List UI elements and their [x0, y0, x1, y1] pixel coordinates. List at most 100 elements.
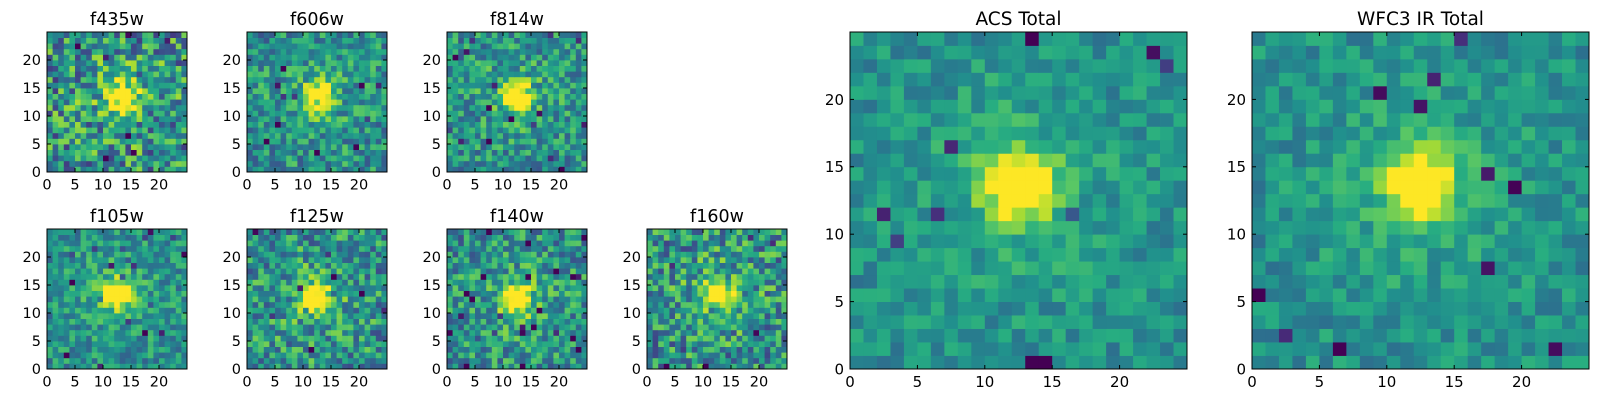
- pixel-cell: [1079, 166, 1094, 181]
- pixel-cell: [475, 301, 481, 308]
- pixel-cell: [119, 71, 126, 78]
- pixel-cell: [725, 229, 732, 235]
- pixel-cell: [119, 234, 126, 241]
- pixel-cell: [725, 313, 732, 319]
- pixel-cell: [153, 296, 160, 303]
- pixel-cell: [258, 132, 265, 139]
- pixel-cell: [381, 296, 388, 303]
- pixel-cell: [342, 37, 349, 44]
- pixel-cell: [353, 93, 360, 100]
- pixel-cell: [714, 329, 721, 336]
- pixel-cell: [308, 251, 315, 258]
- pixel-cell: [325, 352, 332, 359]
- pixel-cell: [159, 234, 165, 241]
- pixel-cell: [364, 104, 371, 111]
- pixel-cell: [525, 357, 532, 364]
- pixel-cell: [469, 127, 476, 134]
- pixel-cell: [708, 324, 715, 331]
- pixel-cell: [759, 296, 765, 303]
- pixel-cell: [944, 166, 959, 181]
- pixel-cell: [536, 88, 543, 94]
- pixel-cell: [1146, 261, 1161, 276]
- pixel-cell: [263, 335, 270, 342]
- pixel-cell: [903, 342, 918, 356]
- pixel-cell: [652, 318, 659, 325]
- pixel-cell: [175, 273, 182, 280]
- pixel-cell: [103, 318, 109, 325]
- pixel-cell: [47, 149, 53, 156]
- pixel-cell: [770, 251, 777, 258]
- pixel-cell: [658, 279, 665, 286]
- y-tick-label: 20: [223, 250, 241, 266]
- pixel-cell: [559, 290, 565, 297]
- pixel-cell: [269, 155, 276, 162]
- pixel-cell: [514, 149, 521, 156]
- pixel-cell: [181, 60, 188, 66]
- pixel-cell: [269, 285, 276, 291]
- pixel-cell: [475, 285, 481, 291]
- pixel-cell: [314, 257, 321, 263]
- pixel-cell: [458, 329, 465, 336]
- pixel-cell: [375, 296, 382, 303]
- pixel-cell: [708, 257, 715, 263]
- pixel-cell: [1092, 315, 1107, 329]
- pixel-cell: [542, 65, 549, 72]
- pixel-cell: [486, 166, 493, 173]
- pixel-cell: [581, 166, 588, 173]
- pixel-cell: [125, 60, 132, 66]
- pixel-cell: [984, 288, 999, 302]
- pixel-cell: [175, 127, 182, 134]
- pixel-cell: [170, 301, 177, 308]
- pixel-cell: [125, 240, 132, 247]
- pixel-cell: [463, 65, 470, 72]
- pixel-cell: [497, 363, 504, 370]
- pixel-cell: [708, 268, 715, 275]
- pixel-cell: [519, 268, 526, 275]
- x-tick-label: 10: [94, 178, 112, 194]
- pixel-cell: [463, 234, 470, 241]
- pixel-cell: [747, 234, 754, 241]
- pixel-cell: [531, 127, 537, 134]
- pixel-cell: [52, 48, 59, 55]
- x-tick-label: 15: [722, 375, 740, 391]
- pixel-cell: [542, 144, 549, 150]
- pixel-cell: [725, 318, 732, 325]
- pixel-cell: [97, 279, 104, 286]
- pixel-cell: [297, 268, 304, 275]
- pixel-cell: [252, 82, 259, 89]
- pixel-cell: [52, 262, 59, 269]
- pixel-cell: [91, 335, 98, 342]
- pixel-cell: [86, 155, 93, 162]
- pixel-cell: [91, 48, 98, 55]
- pixel-cell: [308, 160, 315, 167]
- pixel-cell: [680, 234, 687, 241]
- pixel-cell: [291, 43, 298, 50]
- pixel-cell: [297, 37, 304, 44]
- pixel-cell: [181, 88, 188, 94]
- pixel-cell: [570, 363, 577, 370]
- pixel-cell: [308, 341, 315, 347]
- pixel-cell: [181, 335, 188, 342]
- pixel-cell: [164, 296, 171, 303]
- y-tick-label: 5: [432, 334, 441, 350]
- pixel-cell: [525, 138, 532, 145]
- x-tick-label: 20: [550, 178, 568, 194]
- pixel-cell: [308, 99, 315, 106]
- pixel-cell: [258, 313, 265, 319]
- pixel-cell: [452, 48, 459, 55]
- pixel-cell: [125, 76, 132, 83]
- pixel-cell: [80, 116, 87, 122]
- pixel-cell: [1133, 207, 1147, 222]
- pixel-cell: [375, 229, 382, 235]
- pixel-cell: [347, 335, 354, 342]
- pixel-cell: [452, 257, 459, 263]
- pixel-cell: [170, 329, 177, 336]
- pixel-cell: [447, 257, 453, 263]
- pixel-cell: [581, 341, 588, 347]
- pixel-cell: [669, 262, 676, 269]
- pixel-cell: [519, 48, 526, 55]
- pixel-cell: [297, 245, 304, 252]
- pixel-cell: [697, 357, 704, 364]
- pixel-cell: [97, 346, 104, 353]
- pixel-cell: [575, 251, 582, 258]
